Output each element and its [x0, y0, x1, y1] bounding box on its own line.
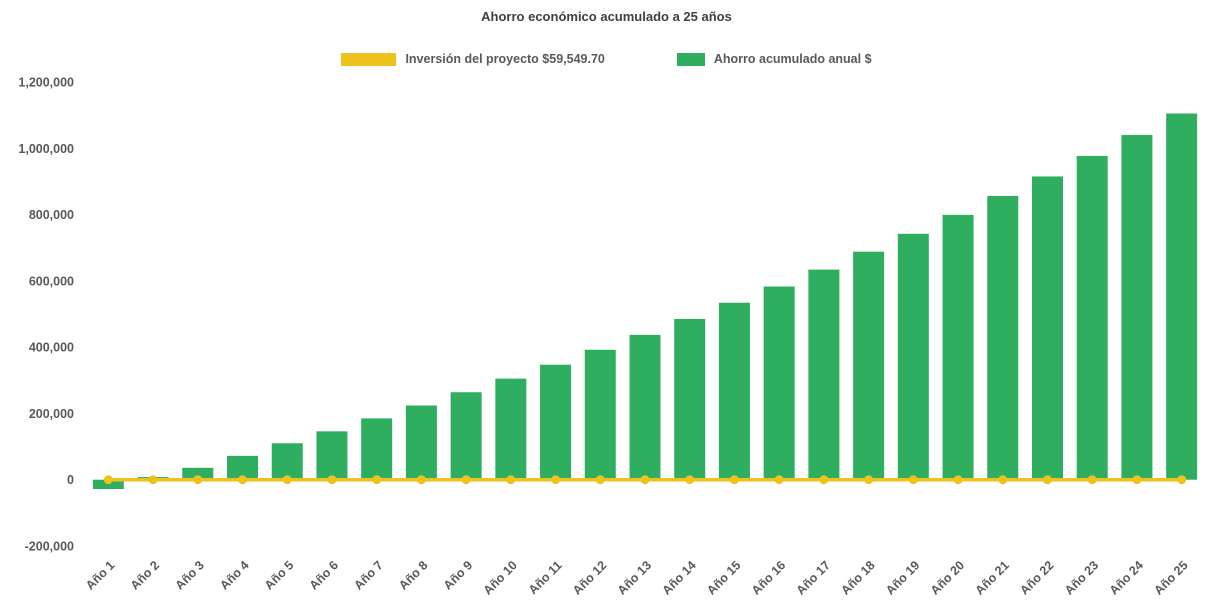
x-axis-tick-label: Año 24: [1107, 558, 1146, 597]
bar-año-9: [450, 392, 482, 480]
x-axis-tick-label: Año 2: [128, 558, 162, 592]
investment-legend-label: Inversión del proyecto $59,549.70: [405, 52, 605, 66]
x-axis-tick-label: Año 13: [615, 558, 654, 597]
x-axis-tick-label: Año 3: [172, 558, 206, 592]
investment-marker-año-21: [998, 475, 1008, 485]
savings-legend-label: Ahorro acumulado anual $: [713, 52, 872, 66]
investment-marker-año-18: [864, 475, 874, 485]
x-axis-tick-label: Año 16: [749, 558, 788, 597]
investment-marker-año-22: [1042, 475, 1052, 485]
x-axis-tick-label: Año 20: [928, 558, 967, 597]
x-axis-tick-label: Año 6: [307, 558, 341, 592]
x-axis-tick-label: Año 22: [1017, 558, 1056, 597]
bar-año-14: [674, 318, 706, 480]
x-axis-tick-label: Año 11: [526, 558, 565, 597]
investment-marker-año-25: [1177, 475, 1187, 485]
investment-marker-año-6: [327, 475, 337, 485]
investment-marker-año-1: [103, 475, 113, 485]
bar-año-10: [495, 378, 527, 480]
investment-marker-año-3: [193, 475, 203, 485]
bar-año-5: [271, 443, 303, 480]
investment-marker-año-2: [148, 475, 158, 485]
x-axis-tick-label: Año 15: [704, 558, 743, 597]
y-axis-tick-label: 400,000: [29, 341, 74, 355]
chart-legend: Inversión del proyecto $59,549.70 Ahorro…: [0, 52, 1213, 66]
x-axis-tick-label: Año 10: [481, 558, 520, 597]
investment-marker-año-8: [416, 475, 426, 485]
x-axis-tick-label: Año 17: [794, 558, 833, 597]
bar-año-7: [361, 418, 393, 480]
bar-año-19: [897, 233, 929, 480]
x-axis-tick-label: Año 9: [441, 558, 475, 592]
investment-marker-año-23: [1087, 475, 1097, 485]
x-axis-tick-label: Año 7: [351, 558, 385, 592]
y-axis-tick-label: 200,000: [29, 407, 74, 421]
x-axis-tick-label: Año 25: [1151, 558, 1190, 597]
bar-año-24: [1121, 135, 1153, 480]
investment-marker-año-10: [506, 475, 516, 485]
bar-año-22: [1031, 176, 1063, 480]
investment-marker-año-14: [685, 475, 695, 485]
investment-marker-año-4: [238, 475, 248, 485]
bar-año-18: [853, 251, 885, 480]
x-axis-tick-label: Año 5: [262, 558, 296, 592]
investment-legend-swatch: [341, 52, 397, 66]
bar-año-4: [227, 455, 259, 480]
y-axis-tick-label: 600,000: [29, 274, 74, 288]
x-axis-tick-label: Año 1: [83, 558, 117, 592]
x-axis-tick-label: Año 23: [1062, 558, 1101, 597]
x-axis-tick-label: Año 19: [883, 558, 922, 597]
y-axis-tick-label: 1,200,000: [18, 76, 74, 90]
bar-año-3: [182, 467, 214, 480]
chart-title: Ahorro económico acumulado a 25 años: [481, 9, 732, 24]
y-axis-tick-label: 0: [67, 473, 74, 487]
bar-año-8: [405, 405, 437, 480]
investment-marker-año-9: [461, 475, 471, 485]
bar-año-1: [92, 479, 124, 489]
bar-año-11: [540, 364, 572, 480]
bar-año-16: [763, 286, 795, 480]
y-axis-tick-label: -200,000: [25, 540, 74, 554]
bar-año-25: [1166, 113, 1198, 480]
investment-marker-año-24: [1132, 475, 1142, 485]
bar-año-21: [987, 196, 1019, 480]
x-axis-tick-label: Año 14: [659, 558, 698, 597]
investment-marker-año-7: [372, 475, 382, 485]
investment-marker-año-11: [551, 475, 561, 485]
legend-item-savings: Ahorro acumulado anual $: [676, 52, 872, 66]
y-axis-tick-label: 800,000: [29, 208, 74, 222]
investment-marker-año-12: [595, 475, 605, 485]
investment-marker-año-16: [774, 475, 784, 485]
bar-año-6: [316, 431, 348, 480]
x-axis-tick-label: Año 21: [973, 558, 1012, 597]
x-axis-tick-label: Año 18: [838, 558, 877, 597]
investment-marker-año-20: [953, 475, 963, 485]
investment-marker-año-17: [819, 475, 829, 485]
investment-marker-año-13: [640, 475, 650, 485]
y-axis-tick-label: 1,000,000: [18, 142, 74, 156]
bar-año-17: [808, 269, 840, 480]
investment-marker-año-19: [908, 475, 918, 485]
legend-item-investment: Inversión del proyecto $59,549.70: [341, 52, 605, 66]
savings-legend-swatch: [676, 52, 705, 66]
x-axis-tick-label: Año 8: [396, 558, 430, 592]
x-axis-tick-label: Año 4: [217, 558, 251, 592]
investment-marker-año-5: [282, 475, 292, 485]
bar-año-20: [942, 214, 974, 480]
investment-marker-año-15: [729, 475, 739, 485]
bar-año-15: [718, 302, 750, 480]
bar-año-13: [629, 334, 661, 480]
bar-año-23: [1076, 155, 1108, 480]
bar-año-12: [584, 349, 616, 480]
x-axis-tick-label: Año 12: [570, 558, 609, 597]
